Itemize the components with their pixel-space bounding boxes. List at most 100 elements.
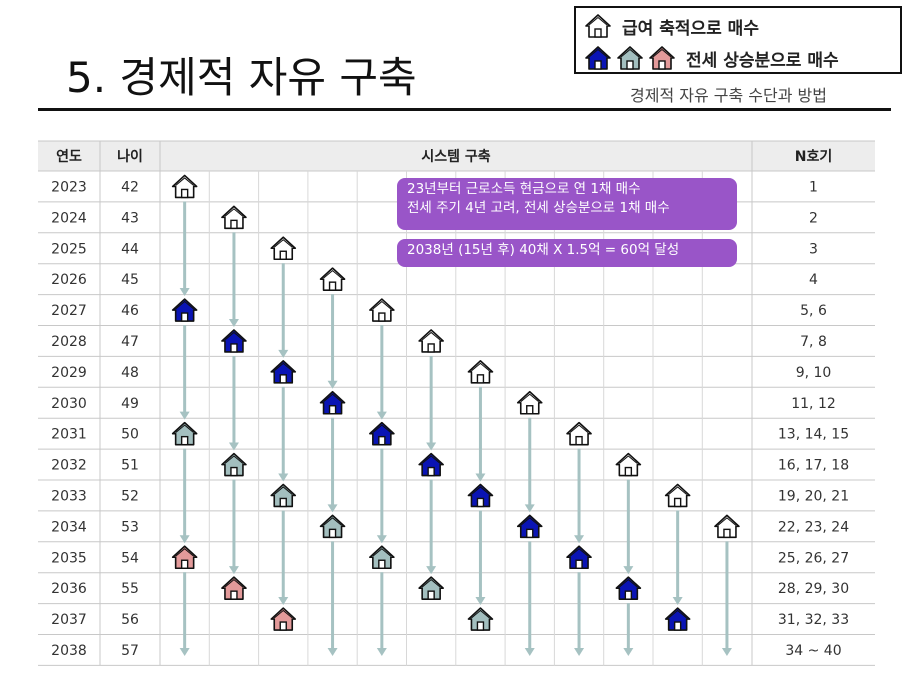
house-gray-icon bbox=[617, 46, 643, 70]
note-line: 23년부터 근로소득 현금으로 연 1채 매수 bbox=[407, 181, 641, 197]
house-gray-icon bbox=[418, 576, 444, 600]
house-blue-icon bbox=[270, 360, 297, 384]
legend-label-jeonse: 전세 상승분으로 매수 bbox=[686, 50, 839, 71]
age-cell: 54 bbox=[121, 550, 139, 566]
legend-row-jeonse: 전세 상승분으로 매수 bbox=[584, 44, 839, 72]
n-unit-cell: 13, 14, 15 bbox=[778, 427, 849, 443]
house-pink-icon bbox=[221, 576, 247, 600]
growth-arrow-head bbox=[524, 647, 535, 656]
growth-arrow-head bbox=[524, 504, 535, 513]
n-unit-cell: 31, 32, 33 bbox=[778, 612, 849, 628]
n-unit-cell: 28, 29, 30 bbox=[778, 581, 849, 597]
house-gray-icon bbox=[369, 545, 395, 570]
title-underline bbox=[38, 108, 891, 111]
year-cell: 2035 bbox=[51, 550, 87, 566]
year-cell: 2027 bbox=[51, 303, 87, 319]
n-unit-cell: 34 ~ 40 bbox=[785, 643, 841, 659]
growth-arrow-head bbox=[179, 288, 190, 297]
note-line: 2038년 (15년 후) 40채 X 1.5억 = 60억 달성 bbox=[407, 242, 680, 258]
growth-arrow-head bbox=[228, 566, 239, 575]
age-cell: 52 bbox=[121, 488, 139, 504]
house-gray-icon bbox=[467, 607, 494, 631]
page-subtitle: 경제적 자유 구축 수단과 방법 bbox=[630, 86, 827, 105]
house-outline-icon bbox=[664, 483, 691, 508]
n-unit-cell: 25, 26, 27 bbox=[778, 550, 849, 566]
growth-arrow-head bbox=[426, 566, 437, 575]
growth-arrow-head bbox=[721, 647, 732, 656]
house-blue-icon bbox=[566, 545, 592, 570]
growth-arrow-head bbox=[179, 647, 190, 656]
age-cell: 53 bbox=[121, 519, 139, 535]
house-pink-icon bbox=[270, 607, 297, 631]
table-header-bg bbox=[38, 141, 875, 171]
n-unit-cell: 3 bbox=[809, 241, 818, 257]
house-outline-icon bbox=[418, 329, 444, 353]
age-cell: 50 bbox=[121, 427, 139, 443]
house-blue-icon bbox=[171, 298, 198, 322]
year-cell: 2030 bbox=[51, 396, 87, 412]
age-cell: 43 bbox=[121, 210, 139, 226]
growth-arrow-head bbox=[327, 647, 338, 656]
house-blue-icon bbox=[615, 576, 642, 600]
header-2: 시스템 구축 bbox=[421, 148, 490, 165]
growth-arrow-head bbox=[376, 647, 387, 656]
house-pink-icon bbox=[649, 46, 675, 70]
house-outline-icon bbox=[369, 298, 395, 322]
house-blue-icon bbox=[418, 452, 444, 477]
growth-arrow-head bbox=[574, 647, 585, 656]
age-cell: 57 bbox=[121, 643, 139, 659]
year-cell: 2028 bbox=[51, 334, 87, 350]
year-cell: 2029 bbox=[51, 365, 87, 381]
n-unit-cell: 2 bbox=[809, 210, 818, 226]
age-cell: 51 bbox=[121, 458, 139, 474]
house-blue-icon bbox=[221, 329, 247, 353]
growth-arrow-head bbox=[623, 647, 634, 656]
age-cell: 46 bbox=[121, 303, 139, 319]
growth-arrow-head bbox=[574, 535, 585, 544]
year-cell: 2024 bbox=[51, 210, 87, 226]
n-unit-cell: 5, 6 bbox=[800, 303, 827, 319]
house-blue-icon bbox=[585, 46, 611, 70]
house-gray-icon bbox=[171, 421, 198, 446]
year-cell: 2037 bbox=[51, 612, 87, 628]
year-cell: 2025 bbox=[51, 241, 87, 257]
growth-arrow-head bbox=[278, 349, 289, 358]
growth-arrow-head bbox=[475, 597, 486, 606]
page-title: 5. 경제적 자유 구축 bbox=[66, 53, 417, 102]
growth-arrow-head bbox=[623, 566, 634, 575]
age-cell: 49 bbox=[121, 396, 139, 412]
house-blue-icon bbox=[516, 514, 543, 539]
growth-arrow-head bbox=[672, 597, 683, 606]
age-cell: 47 bbox=[121, 334, 139, 350]
n-unit-cell: 7, 8 bbox=[800, 334, 827, 350]
house-outline-icon bbox=[171, 174, 198, 199]
n-unit-cell: 1 bbox=[809, 179, 818, 195]
growth-arrow-head bbox=[228, 442, 239, 451]
note-box-0: 23년부터 근로소득 현금으로 연 1채 매수 전세 주기 4년 고려, 전세 상… bbox=[397, 178, 737, 230]
house-outline-icon bbox=[319, 267, 346, 291]
header-3: N호기 bbox=[795, 149, 832, 165]
year-cell: 2023 bbox=[51, 179, 87, 195]
growth-arrow-head bbox=[426, 442, 437, 451]
legend-label-salary: 급여 축적으로 매수 bbox=[622, 18, 759, 39]
age-cell: 42 bbox=[121, 179, 139, 195]
age-cell: 55 bbox=[121, 581, 139, 597]
growth-arrow-head bbox=[278, 473, 289, 482]
house-blue-icon bbox=[319, 390, 346, 415]
n-unit-cell: 4 bbox=[809, 272, 818, 288]
growth-arrow-head bbox=[376, 535, 387, 544]
n-unit-cell: 19, 20, 21 bbox=[778, 488, 849, 504]
house-outline-icon bbox=[585, 14, 611, 38]
note-box-1: 2038년 (15년 후) 40채 X 1.5억 = 60억 달성 bbox=[397, 239, 737, 267]
year-cell: 2033 bbox=[51, 488, 87, 504]
house-pink-icon bbox=[171, 545, 198, 570]
year-cell: 2031 bbox=[51, 427, 87, 443]
year-cell: 2034 bbox=[51, 519, 87, 535]
house-outline-icon bbox=[467, 360, 494, 384]
legend-box: 급여 축적으로 매수 전세 상승분으로 매수 bbox=[574, 6, 902, 74]
growth-arrow-head bbox=[475, 473, 486, 482]
growth-arrow-head bbox=[278, 597, 289, 606]
growth-arrow-head bbox=[327, 504, 338, 513]
house-gray-icon bbox=[221, 452, 247, 477]
